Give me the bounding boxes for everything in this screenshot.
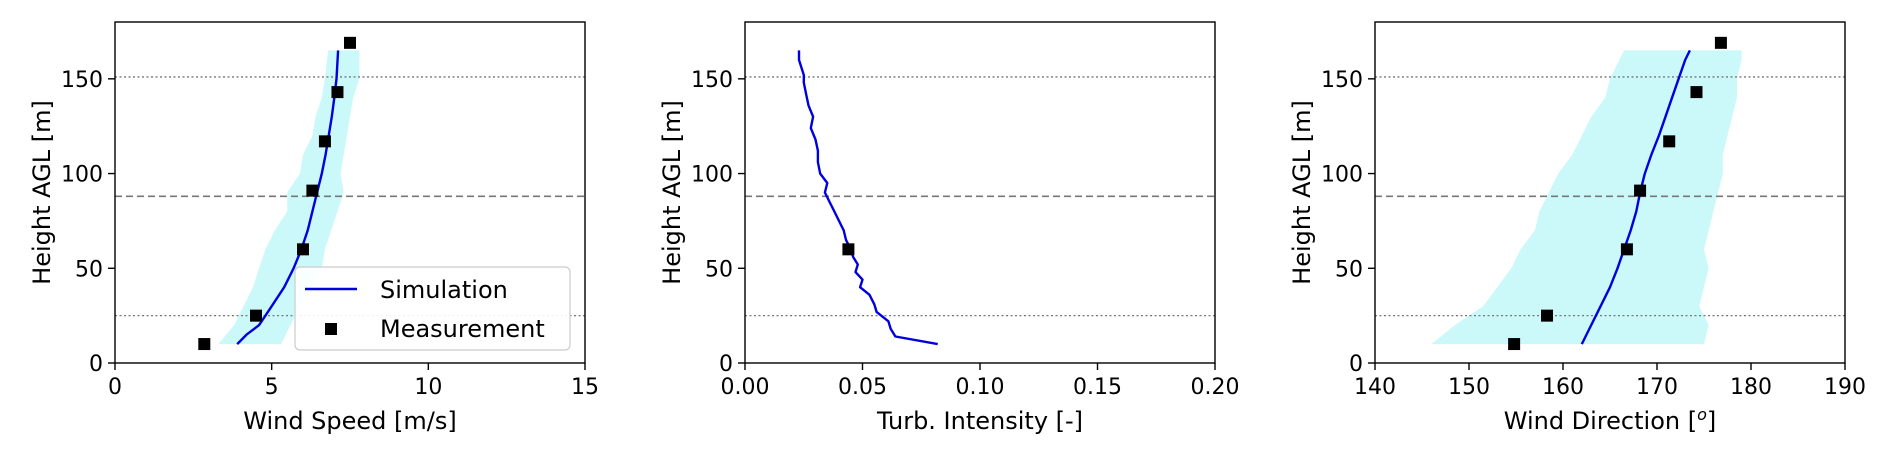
x-tick-label: 170 bbox=[1636, 375, 1678, 400]
x-tick-label: 0.05 bbox=[838, 375, 887, 400]
x-tick-label: 180 bbox=[1730, 375, 1772, 400]
x-axis-label: Turb. Intensity [-] bbox=[876, 407, 1083, 435]
axes-frame bbox=[1374, 21, 1846, 364]
measurement-point bbox=[297, 243, 309, 256]
x-tick-label: 10 bbox=[414, 375, 442, 400]
y-tick-label: 100 bbox=[1321, 163, 1363, 188]
x-tick-label: 0.10 bbox=[956, 375, 1005, 400]
y-tick-label: 50 bbox=[75, 257, 103, 282]
y-tick-label: 100 bbox=[61, 163, 103, 188]
panel-3: 140 150 160 170 180 190 0 50 100 150 Wind Directio… bbox=[1288, 21, 1866, 435]
legend: Simulation Measurement bbox=[294, 266, 571, 351]
axes-frame bbox=[114, 21, 586, 364]
measurement-point bbox=[344, 36, 356, 49]
measurement-point bbox=[198, 338, 211, 351]
y-tick-label: 150 bbox=[61, 68, 103, 93]
x-tick-label: 160 bbox=[1542, 375, 1584, 400]
y-tick-label: 0 bbox=[89, 352, 103, 377]
y-axis-label: Height AGL [m] bbox=[28, 100, 56, 285]
y-axis-label: Height AGL [m] bbox=[1288, 100, 1316, 285]
uncertainty-band bbox=[218, 50, 360, 345]
axes-frame bbox=[744, 21, 1216, 364]
x-tick-label: 0.15 bbox=[1073, 375, 1122, 400]
measurement-point bbox=[1541, 309, 1554, 322]
panel-2: 0.00 0.05 0.10 0.15 0.20 0 50 100 150 Turb. Inten… bbox=[658, 21, 1240, 435]
legend-label-measurement: Measurement bbox=[380, 315, 545, 343]
x-tick-label: 150 bbox=[1448, 375, 1490, 400]
simulation-line bbox=[236, 50, 340, 345]
x-tick-label: 5 bbox=[265, 375, 279, 400]
measurement-point bbox=[306, 184, 319, 197]
x-tick-label: 0.20 bbox=[1191, 375, 1240, 400]
simulation-line bbox=[797, 50, 938, 346]
x-tick-label: 0 bbox=[108, 375, 122, 400]
measurement-point bbox=[1714, 36, 1727, 49]
measurement-point bbox=[318, 135, 331, 148]
legend-measurement-swatch bbox=[325, 323, 337, 335]
y-tick-label: 0 bbox=[1349, 352, 1363, 377]
x-tick-label: 0.00 bbox=[721, 375, 770, 400]
x-axis-label: Wind Direction [o] bbox=[1504, 405, 1717, 435]
y-tick-label: 150 bbox=[1321, 68, 1363, 93]
measurement-point bbox=[1663, 135, 1676, 148]
x-tick-label: 140 bbox=[1354, 375, 1396, 400]
x-axis-label: Wind Speed [m/s] bbox=[243, 407, 457, 435]
measurement-point bbox=[1620, 243, 1633, 256]
y-tick-label: 0 bbox=[719, 352, 733, 377]
legend-box bbox=[294, 266, 571, 351]
measurement-point bbox=[1508, 338, 1521, 351]
y-tick-label: 100 bbox=[691, 163, 733, 188]
x-tick-label: 15 bbox=[571, 375, 599, 400]
x-tick-label: 190 bbox=[1824, 375, 1866, 400]
measurement-point bbox=[1690, 86, 1703, 99]
y-tick-label: 50 bbox=[705, 257, 733, 282]
measurement-point bbox=[250, 309, 262, 322]
y-tick-label: 50 bbox=[1335, 257, 1363, 282]
measurement-point bbox=[331, 86, 344, 99]
legend-label-simulation: Simulation bbox=[380, 276, 508, 304]
y-axis-label: Height AGL [m] bbox=[658, 100, 686, 285]
measurement-point bbox=[1634, 184, 1647, 197]
y-tick-label: 150 bbox=[691, 68, 733, 93]
measurement-point bbox=[842, 243, 855, 256]
